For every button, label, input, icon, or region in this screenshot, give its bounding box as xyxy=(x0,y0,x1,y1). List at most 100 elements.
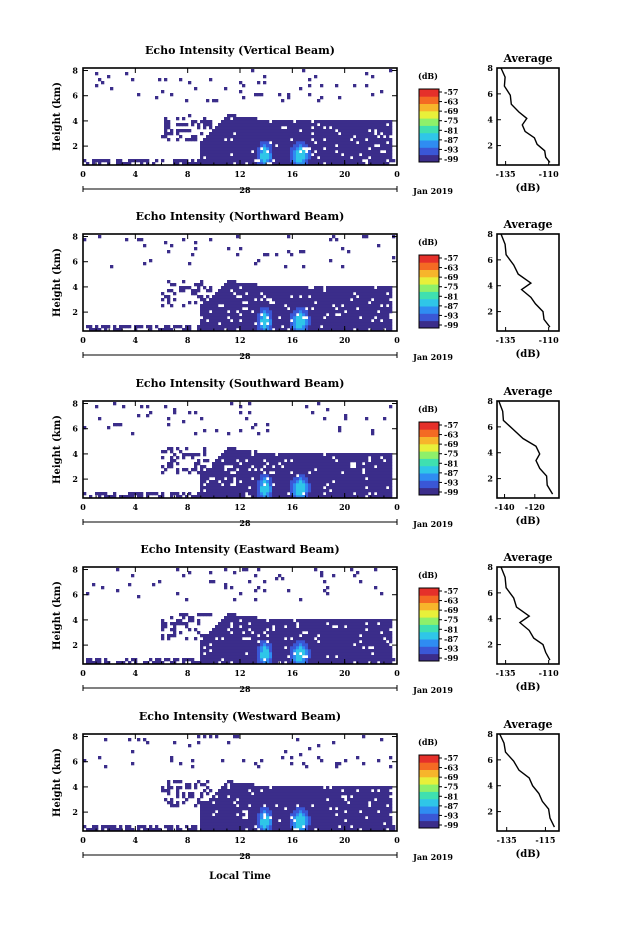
heatmap-cell xyxy=(308,156,312,160)
heatmap-cell xyxy=(233,661,237,665)
heatmap-cell xyxy=(173,283,177,287)
heatmap-cell xyxy=(326,150,330,154)
heatmap-cell xyxy=(326,592,330,596)
heatmap-cell xyxy=(284,462,288,466)
heatmap-cell xyxy=(278,286,282,290)
avg-frame xyxy=(496,566,560,665)
heatmap-cell xyxy=(299,156,303,160)
heatmap-cell xyxy=(257,295,261,299)
heatmap-cell xyxy=(371,295,375,299)
heatmap-cell xyxy=(350,658,354,662)
heatmap-cell xyxy=(344,144,348,148)
heatmap-cell xyxy=(236,628,240,632)
heatmap-cell xyxy=(356,483,360,487)
heatmap-cell xyxy=(308,135,312,139)
heatmap-cell xyxy=(359,462,363,466)
heatmap-cell xyxy=(347,655,351,659)
heatmap-cell xyxy=(287,628,291,632)
panel-4: Echo Intensity (Westward Beam)0 4 8 12 16 20 0… xyxy=(52,710,560,862)
heatmap-cell xyxy=(245,325,249,329)
heatmap-cell xyxy=(317,468,321,472)
heatmap-cell xyxy=(185,783,189,787)
heatmap-cell xyxy=(209,156,213,160)
heatmap-cell xyxy=(329,147,333,151)
heatmap-cell xyxy=(275,577,279,581)
heatmap-cell xyxy=(290,153,294,157)
heatmap-cell xyxy=(158,328,162,332)
heatmap-cell xyxy=(266,652,270,656)
heatmap-cell xyxy=(245,643,249,647)
heatmap-cell xyxy=(215,634,219,638)
heatmap-cell xyxy=(371,432,375,436)
heatmap-cell xyxy=(389,468,393,472)
heatmap-cell xyxy=(371,138,375,142)
heatmap-cell xyxy=(98,159,102,163)
heatmap-cell xyxy=(266,631,270,635)
heatmap-cell xyxy=(203,141,207,145)
heatmap-cell xyxy=(293,126,297,130)
heatmap-cell xyxy=(350,480,354,484)
colorbar-tick-label: -57 xyxy=(444,253,458,263)
heatmap-cell xyxy=(221,474,225,478)
heatmap-cell xyxy=(380,465,384,469)
heatmap-cell xyxy=(287,289,291,293)
heatmap-cell xyxy=(305,132,309,136)
heatmap-cell xyxy=(239,634,243,638)
heatmap-cell xyxy=(263,150,267,154)
heatmap-cell xyxy=(296,489,300,493)
heatmap-cell xyxy=(365,646,369,650)
heatmap-cell xyxy=(305,622,309,626)
heatmap-cell xyxy=(212,492,216,496)
heatmap-cell xyxy=(296,649,300,653)
heatmap-cell xyxy=(215,319,219,323)
heatmap-cell xyxy=(275,135,279,139)
heatmap-cell xyxy=(290,483,294,487)
heatmap-cell xyxy=(353,471,357,475)
heatmap-cell xyxy=(350,159,354,163)
x-tick-label: 0 xyxy=(80,668,86,678)
heatmap-cell xyxy=(320,489,324,493)
heatmap-cell xyxy=(341,123,345,127)
heatmap-cell xyxy=(383,468,387,472)
heatmap-cell xyxy=(359,652,363,656)
heatmap-cell xyxy=(107,828,111,832)
heatmap-cell xyxy=(314,132,318,136)
heatmap-cell xyxy=(311,486,315,490)
heatmap-cell xyxy=(386,631,390,635)
heatmap-cell xyxy=(197,801,201,805)
heatmap-cell xyxy=(314,328,318,332)
heatmap-cell xyxy=(269,289,273,293)
heatmap-cell xyxy=(350,307,354,311)
heatmap-cell xyxy=(215,132,219,136)
heatmap-cell xyxy=(326,295,330,299)
heatmap-cell xyxy=(218,492,222,496)
heatmap-cell xyxy=(281,156,285,160)
heatmap-cell xyxy=(206,637,210,641)
heatmap-cell xyxy=(296,646,300,650)
heatmap-cell xyxy=(182,280,186,284)
heatmap-cell xyxy=(101,325,105,329)
heatmap-cell xyxy=(320,156,324,160)
heatmap-cell xyxy=(227,247,231,251)
heatmap-cell xyxy=(272,798,276,802)
heatmap-cell xyxy=(356,135,360,139)
heatmap-cell xyxy=(248,619,252,623)
heatmap-cell xyxy=(251,141,255,145)
x-tick-label: 12 xyxy=(234,169,245,179)
heatmap-cell xyxy=(206,792,210,796)
heatmap-cell xyxy=(257,658,261,662)
heatmap-cell xyxy=(353,156,357,160)
heatmap-cell xyxy=(254,762,258,766)
heatmap-cell xyxy=(290,135,294,139)
heatmap-cell xyxy=(320,453,324,457)
heatmap-cell xyxy=(380,658,384,662)
heatmap-cell xyxy=(227,813,231,817)
heatmap-cell xyxy=(317,471,321,475)
heatmap-cell xyxy=(260,304,264,308)
heatmap-cell xyxy=(263,141,267,145)
heatmap-cell xyxy=(350,153,354,157)
heatmap-cell xyxy=(173,408,177,412)
colorbar-band xyxy=(419,103,439,112)
heatmap-cell xyxy=(248,631,252,635)
heatmap-cell xyxy=(242,801,246,805)
